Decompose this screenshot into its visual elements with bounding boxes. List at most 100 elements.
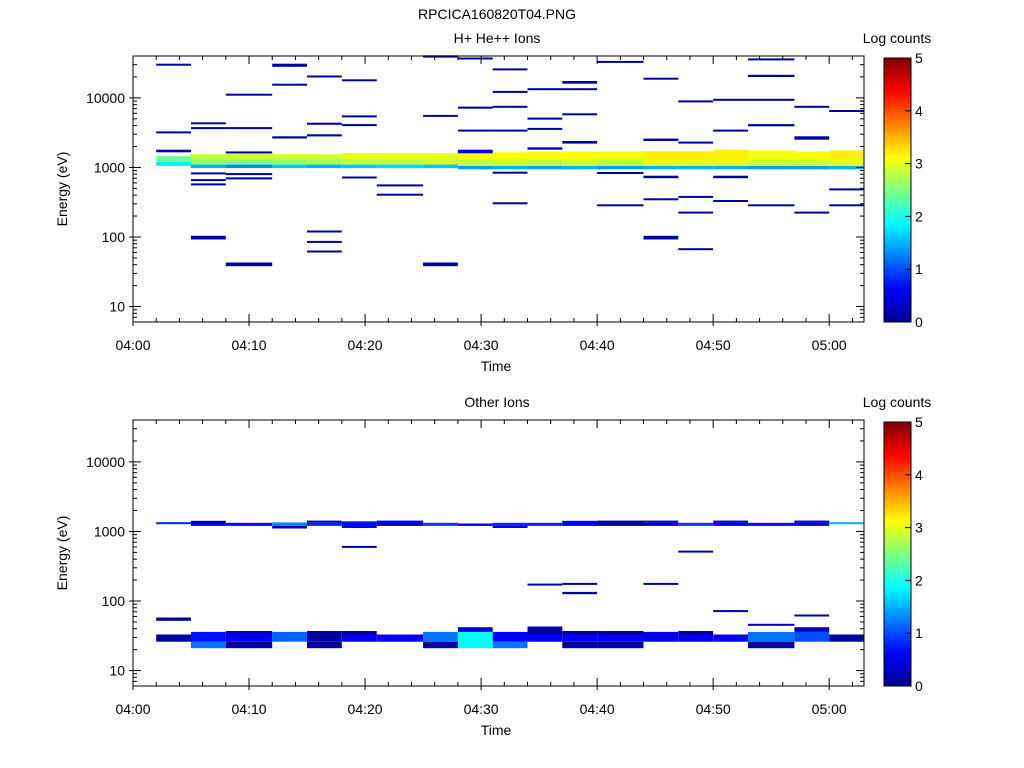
colorbar-tick-label: 2: [915, 572, 923, 588]
panel-bottom-title: Other Ions: [464, 394, 529, 410]
heatmap-cell: [457, 166, 493, 170]
heatmap-cell: [272, 159, 307, 165]
heatmap-cell: [748, 204, 795, 207]
heatmap-cell: [597, 631, 644, 635]
heatmap-cell: [341, 115, 377, 118]
heatmap-cell: [748, 623, 795, 626]
heatmap-cell: [527, 117, 563, 120]
heatmap-cell: [748, 58, 795, 61]
heatmap-cell: [191, 631, 226, 642]
panel-top-frame: [132, 55, 865, 323]
colorbar-tick-label: 1: [915, 261, 923, 277]
panel-bottom-y-ticks: 10 100 1000 10000: [86, 419, 864, 687]
heatmap-cell: [423, 631, 458, 642]
panel-bottom: Other Ions Log counts Energy (eV) Time 0…: [54, 394, 931, 738]
heatmap-cell: [341, 153, 377, 160]
panel-bottom-frame: [132, 419, 865, 687]
heatmap-cell: [713, 149, 748, 160]
heatmap-cell: [191, 520, 226, 524]
x-tick-label: 04:00: [115, 701, 150, 717]
heatmap-cell: [457, 627, 493, 632]
heatmap-cell: [191, 172, 226, 175]
y-tick-label: 10: [109, 663, 125, 679]
heatmap-cell: [341, 124, 377, 127]
panel-bottom-colorbar-ticks: 0 1 2 3 4 5: [905, 414, 923, 694]
heatmap-cell: [457, 106, 493, 109]
heatmap-cell: [191, 154, 226, 160]
heatmap-cell: [492, 105, 528, 108]
x-tick-label: 04:40: [580, 701, 615, 717]
panel-top-xlabel: Time: [481, 358, 512, 374]
heatmap-cell: [191, 235, 226, 240]
heatmap-cell: [156, 149, 191, 153]
panel-top-colorbar-ticks: 0 1 2 3 4 5: [905, 50, 923, 330]
heatmap-cell: [423, 262, 458, 267]
heatmap-cell: [713, 200, 748, 202]
heatmap-cell: [341, 164, 377, 169]
panel-top-title: H+ He++ Ions: [454, 30, 541, 46]
panel-bottom-colorbar: [883, 421, 912, 687]
heatmap-cell: [492, 90, 528, 93]
heatmap-cell: [527, 634, 563, 642]
heatmap-cell: [713, 98, 748, 101]
heatmap-cell: [156, 522, 191, 525]
heatmap-cell: [794, 614, 830, 617]
heatmap-cell: [597, 520, 644, 526]
heatmap-cell: [678, 248, 714, 251]
heatmap-cell: [272, 154, 307, 160]
heatmap-cell: [225, 153, 273, 160]
x-tick-label: 04:20: [348, 337, 383, 353]
heatmap-cell: [678, 195, 714, 198]
heatmap-cell: [643, 77, 679, 80]
heatmap-cell: [307, 631, 342, 642]
heatmap-cell: [492, 68, 528, 71]
heatmap-cell: [748, 74, 795, 77]
heatmap-cell: [562, 591, 598, 595]
heatmap-cell: [341, 521, 377, 526]
heatmap-cell: [307, 230, 342, 233]
heatmap-cell: [597, 60, 644, 63]
heatmap-cell: [457, 523, 493, 526]
heatmap-cell: [527, 626, 563, 635]
heatmap-cell: [562, 151, 598, 160]
heatmap-cell: [562, 159, 598, 166]
heatmap-cell: [562, 113, 598, 116]
heatmap-cell: [562, 634, 598, 642]
x-tick-label: 04:30: [464, 337, 499, 353]
heatmap-cell: [562, 81, 598, 84]
heatmap-cell: [457, 57, 493, 60]
heatmap-cell: [272, 631, 307, 642]
heatmap-cell: [678, 522, 714, 526]
heatmap-cell: [376, 164, 424, 169]
heatmap-cell: [713, 634, 748, 642]
heatmap-cell: [713, 610, 748, 613]
heatmap-cell: [794, 166, 830, 170]
heatmap-cell: [225, 641, 273, 649]
heatmap-cell: [829, 150, 864, 160]
colorbar-tick-label: 5: [915, 414, 923, 430]
heatmap-cell: [794, 522, 830, 526]
heatmap-cell: [713, 166, 748, 170]
heatmap-cell: [527, 147, 563, 150]
heatmap-cell: [678, 631, 714, 635]
heatmap-cell: [829, 204, 864, 207]
heatmap-cell: [341, 545, 377, 548]
heatmap-cell: [376, 634, 424, 642]
heatmap-cell: [748, 522, 795, 526]
heatmap-cell: [562, 631, 598, 635]
y-tick-label: 10: [109, 299, 125, 315]
heatmap-cell: [597, 641, 644, 649]
heatmap-cell: [191, 641, 226, 649]
heatmap-cell: [527, 522, 563, 526]
heatmap-cell: [678, 211, 714, 214]
heatmap-cell: [225, 177, 273, 180]
heatmap-cell: [748, 641, 795, 649]
heatmap-cell: [794, 520, 830, 523]
heatmap-cell: [156, 161, 191, 166]
x-tick-label: 04:30: [464, 701, 499, 717]
heatmap-cell: [191, 164, 226, 169]
heatmap-cell: [307, 154, 342, 160]
heatmap-cell: [376, 523, 424, 526]
x-tick-label: 04:50: [696, 337, 731, 353]
heatmap-cell: [713, 520, 748, 523]
